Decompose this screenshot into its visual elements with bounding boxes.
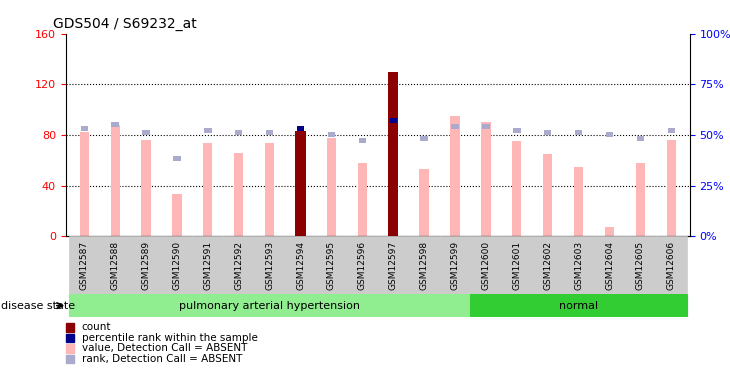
Bar — [502, 236, 532, 294]
Bar — [543, 154, 553, 236]
Bar — [204, 128, 212, 133]
Bar — [470, 294, 687, 317]
Bar — [235, 130, 242, 135]
Bar — [100, 236, 131, 294]
Bar — [594, 236, 625, 294]
Bar — [390, 118, 397, 123]
Text: GSM12599: GSM12599 — [450, 241, 459, 290]
Bar — [347, 236, 377, 294]
Bar — [193, 236, 223, 294]
Text: GSM12595: GSM12595 — [327, 241, 336, 290]
Bar — [112, 122, 119, 127]
Text: GSM12603: GSM12603 — [574, 241, 583, 290]
Bar — [656, 236, 687, 294]
Bar — [636, 163, 645, 236]
Bar — [296, 131, 306, 236]
Bar — [297, 126, 304, 131]
Bar — [513, 128, 520, 133]
Bar — [563, 236, 594, 294]
Bar — [142, 140, 150, 236]
Bar — [409, 236, 439, 294]
Text: GSM12588: GSM12588 — [111, 241, 120, 290]
Bar — [266, 130, 273, 135]
Bar — [575, 130, 583, 135]
Text: value, Detection Call = ABSENT: value, Detection Call = ABSENT — [82, 344, 247, 354]
Bar — [327, 138, 336, 236]
Text: GSM12594: GSM12594 — [296, 241, 305, 290]
Bar — [110, 125, 120, 236]
Text: GSM12597: GSM12597 — [388, 241, 398, 290]
Bar — [80, 132, 89, 236]
Bar — [358, 163, 367, 236]
Text: GSM12587: GSM12587 — [80, 241, 89, 290]
Bar — [328, 132, 335, 137]
Text: GSM12589: GSM12589 — [142, 241, 150, 290]
Bar — [316, 236, 347, 294]
Bar — [172, 195, 182, 236]
Text: pulmonary arterial hypertension: pulmonary arterial hypertension — [179, 301, 360, 310]
Bar — [666, 140, 676, 236]
Text: GSM12592: GSM12592 — [234, 241, 243, 290]
Bar — [512, 141, 521, 236]
Text: GSM12604: GSM12604 — [605, 241, 614, 290]
Bar — [173, 156, 180, 161]
Bar — [439, 236, 470, 294]
Text: GSM12598: GSM12598 — [420, 241, 429, 290]
Bar — [481, 122, 491, 236]
Bar — [358, 138, 366, 143]
Text: normal: normal — [559, 301, 598, 310]
Text: rank, Detection Call = ABSENT: rank, Detection Call = ABSENT — [82, 354, 242, 364]
Bar — [377, 236, 409, 294]
Bar — [388, 72, 399, 236]
Text: GSM12601: GSM12601 — [512, 241, 521, 290]
Bar — [420, 169, 429, 236]
Bar — [544, 130, 551, 135]
Text: GSM12593: GSM12593 — [265, 241, 274, 290]
Bar — [131, 236, 161, 294]
Bar — [203, 142, 212, 236]
Bar — [142, 130, 150, 135]
Bar — [285, 236, 316, 294]
Bar — [532, 236, 563, 294]
Text: GSM12606: GSM12606 — [666, 241, 676, 290]
Bar — [69, 294, 470, 317]
Bar — [450, 116, 460, 236]
Bar — [625, 236, 656, 294]
Bar — [80, 126, 88, 131]
Bar — [470, 236, 502, 294]
Bar — [234, 153, 243, 236]
Bar — [265, 142, 274, 236]
Bar — [637, 136, 644, 141]
Text: GSM12605: GSM12605 — [636, 241, 645, 290]
Bar — [161, 236, 193, 294]
Text: percentile rank within the sample: percentile rank within the sample — [82, 333, 258, 343]
Text: count: count — [82, 322, 111, 333]
Bar — [606, 132, 613, 137]
Text: GSM12596: GSM12596 — [358, 241, 367, 290]
Bar — [574, 166, 583, 236]
Text: GSM12602: GSM12602 — [543, 241, 552, 290]
Bar — [69, 236, 100, 294]
Bar — [483, 124, 490, 129]
Bar — [668, 128, 675, 133]
Bar — [254, 236, 285, 294]
Bar — [223, 236, 254, 294]
Bar — [451, 124, 458, 129]
Text: GSM12590: GSM12590 — [172, 241, 182, 290]
Text: GDS504 / S69232_at: GDS504 / S69232_at — [53, 17, 197, 32]
Text: disease state: disease state — [1, 301, 75, 310]
Bar — [605, 227, 614, 236]
Text: GSM12600: GSM12600 — [481, 241, 491, 290]
Text: GSM12591: GSM12591 — [204, 241, 212, 290]
Bar — [420, 136, 428, 141]
